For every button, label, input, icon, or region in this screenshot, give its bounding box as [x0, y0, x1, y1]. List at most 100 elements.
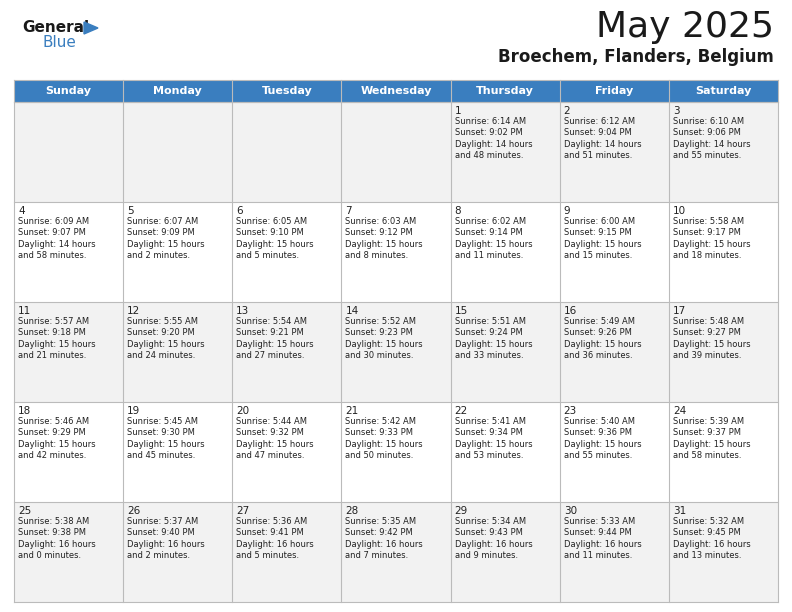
Text: Sunrise: 5:33 AM
Sunset: 9:44 PM
Daylight: 16 hours
and 11 minutes.: Sunrise: 5:33 AM Sunset: 9:44 PM Dayligh…	[564, 517, 642, 561]
Text: 10: 10	[673, 206, 686, 216]
Text: Sunday: Sunday	[46, 86, 92, 96]
Bar	[123, 402, 232, 502]
Text: Sunrise: 5:35 AM
Sunset: 9:42 PM
Daylight: 16 hours
and 7 minutes.: Sunrise: 5:35 AM Sunset: 9:42 PM Dayligh…	[345, 517, 423, 561]
Text: Sunrise: 5:38 AM
Sunset: 9:38 PM
Daylight: 16 hours
and 0 minutes.: Sunrise: 5:38 AM Sunset: 9:38 PM Dayligh…	[18, 517, 96, 561]
Text: Sunrise: 5:44 AM
Sunset: 9:32 PM
Daylight: 15 hours
and 47 minutes.: Sunrise: 5:44 AM Sunset: 9:32 PM Dayligh…	[236, 417, 314, 460]
Text: Sunrise: 5:36 AM
Sunset: 9:41 PM
Daylight: 16 hours
and 5 minutes.: Sunrise: 5:36 AM Sunset: 9:41 PM Dayligh…	[236, 517, 314, 561]
Bar	[341, 80, 451, 102]
Text: 20: 20	[236, 406, 249, 416]
Text: May 2025: May 2025	[596, 10, 774, 44]
Bar	[341, 102, 451, 202]
Bar	[669, 502, 778, 602]
Text: Sunrise: 6:09 AM
Sunset: 9:07 PM
Daylight: 14 hours
and 58 minutes.: Sunrise: 6:09 AM Sunset: 9:07 PM Dayligh…	[18, 217, 96, 260]
Bar	[14, 202, 123, 302]
Text: 23: 23	[564, 406, 577, 416]
Bar	[560, 202, 669, 302]
Text: Sunrise: 6:12 AM
Sunset: 9:04 PM
Daylight: 14 hours
and 51 minutes.: Sunrise: 6:12 AM Sunset: 9:04 PM Dayligh…	[564, 117, 642, 160]
Text: 2: 2	[564, 106, 570, 116]
Text: Broechem, Flanders, Belgium: Broechem, Flanders, Belgium	[498, 48, 774, 66]
Text: Sunrise: 6:10 AM
Sunset: 9:06 PM
Daylight: 14 hours
and 55 minutes.: Sunrise: 6:10 AM Sunset: 9:06 PM Dayligh…	[673, 117, 751, 160]
Text: 16: 16	[564, 306, 577, 316]
Text: Sunrise: 6:00 AM
Sunset: 9:15 PM
Daylight: 15 hours
and 15 minutes.: Sunrise: 6:00 AM Sunset: 9:15 PM Dayligh…	[564, 217, 642, 260]
Bar	[123, 302, 232, 402]
Text: Sunrise: 5:40 AM
Sunset: 9:36 PM
Daylight: 15 hours
and 55 minutes.: Sunrise: 5:40 AM Sunset: 9:36 PM Dayligh…	[564, 417, 642, 460]
Text: 7: 7	[345, 206, 352, 216]
Text: Sunrise: 5:39 AM
Sunset: 9:37 PM
Daylight: 15 hours
and 58 minutes.: Sunrise: 5:39 AM Sunset: 9:37 PM Dayligh…	[673, 417, 751, 460]
Text: Sunrise: 5:42 AM
Sunset: 9:33 PM
Daylight: 15 hours
and 50 minutes.: Sunrise: 5:42 AM Sunset: 9:33 PM Dayligh…	[345, 417, 423, 460]
Text: Sunrise: 5:51 AM
Sunset: 9:24 PM
Daylight: 15 hours
and 33 minutes.: Sunrise: 5:51 AM Sunset: 9:24 PM Dayligh…	[455, 317, 532, 360]
Text: Sunrise: 5:57 AM
Sunset: 9:18 PM
Daylight: 15 hours
and 21 minutes.: Sunrise: 5:57 AM Sunset: 9:18 PM Dayligh…	[18, 317, 96, 360]
Bar	[669, 402, 778, 502]
Bar	[341, 502, 451, 602]
Bar	[123, 102, 232, 202]
Text: Saturday: Saturday	[695, 86, 752, 96]
Text: 1: 1	[455, 106, 461, 116]
Bar	[14, 80, 123, 102]
Bar	[669, 302, 778, 402]
Text: Sunrise: 5:49 AM
Sunset: 9:26 PM
Daylight: 15 hours
and 36 minutes.: Sunrise: 5:49 AM Sunset: 9:26 PM Dayligh…	[564, 317, 642, 360]
Text: 12: 12	[128, 306, 140, 316]
Text: 31: 31	[673, 506, 686, 516]
Text: Sunrise: 5:41 AM
Sunset: 9:34 PM
Daylight: 15 hours
and 53 minutes.: Sunrise: 5:41 AM Sunset: 9:34 PM Dayligh…	[455, 417, 532, 460]
Bar	[560, 80, 669, 102]
Text: Sunrise: 5:58 AM
Sunset: 9:17 PM
Daylight: 15 hours
and 18 minutes.: Sunrise: 5:58 AM Sunset: 9:17 PM Dayligh…	[673, 217, 751, 260]
Bar	[451, 502, 560, 602]
Text: Tuesday: Tuesday	[261, 86, 312, 96]
Text: 19: 19	[128, 406, 140, 416]
Text: Sunrise: 6:14 AM
Sunset: 9:02 PM
Daylight: 14 hours
and 48 minutes.: Sunrise: 6:14 AM Sunset: 9:02 PM Dayligh…	[455, 117, 532, 160]
Bar	[669, 80, 778, 102]
Text: General: General	[22, 20, 89, 35]
Text: Sunrise: 6:05 AM
Sunset: 9:10 PM
Daylight: 15 hours
and 5 minutes.: Sunrise: 6:05 AM Sunset: 9:10 PM Dayligh…	[236, 217, 314, 260]
Text: Thursday: Thursday	[476, 86, 534, 96]
Text: 28: 28	[345, 506, 359, 516]
Bar	[14, 402, 123, 502]
Bar	[232, 102, 341, 202]
Bar	[14, 302, 123, 402]
Text: 6: 6	[236, 206, 243, 216]
Text: 18: 18	[18, 406, 31, 416]
Text: Sunrise: 5:52 AM
Sunset: 9:23 PM
Daylight: 15 hours
and 30 minutes.: Sunrise: 5:52 AM Sunset: 9:23 PM Dayligh…	[345, 317, 423, 360]
Text: 5: 5	[128, 206, 134, 216]
Bar	[123, 202, 232, 302]
Text: 26: 26	[128, 506, 140, 516]
Bar	[341, 202, 451, 302]
Text: 8: 8	[455, 206, 461, 216]
Text: 4: 4	[18, 206, 25, 216]
Bar	[451, 102, 560, 202]
Bar	[560, 302, 669, 402]
Polygon shape	[84, 22, 98, 34]
Text: 14: 14	[345, 306, 359, 316]
Bar	[451, 302, 560, 402]
Bar	[560, 502, 669, 602]
Text: Sunrise: 5:48 AM
Sunset: 9:27 PM
Daylight: 15 hours
and 39 minutes.: Sunrise: 5:48 AM Sunset: 9:27 PM Dayligh…	[673, 317, 751, 360]
Text: 21: 21	[345, 406, 359, 416]
Text: Sunrise: 5:34 AM
Sunset: 9:43 PM
Daylight: 16 hours
and 9 minutes.: Sunrise: 5:34 AM Sunset: 9:43 PM Dayligh…	[455, 517, 532, 561]
Text: 9: 9	[564, 206, 570, 216]
Text: Sunrise: 6:02 AM
Sunset: 9:14 PM
Daylight: 15 hours
and 11 minutes.: Sunrise: 6:02 AM Sunset: 9:14 PM Dayligh…	[455, 217, 532, 260]
Text: 15: 15	[455, 306, 468, 316]
Text: Blue: Blue	[42, 35, 76, 50]
Text: Monday: Monday	[154, 86, 202, 96]
Text: 3: 3	[673, 106, 680, 116]
Text: 17: 17	[673, 306, 686, 316]
Bar	[341, 402, 451, 502]
Bar	[341, 302, 451, 402]
Bar	[451, 402, 560, 502]
Text: Wednesday: Wednesday	[360, 86, 432, 96]
Bar	[14, 502, 123, 602]
Bar	[232, 80, 341, 102]
Bar	[451, 80, 560, 102]
Bar	[232, 202, 341, 302]
Text: Sunrise: 6:03 AM
Sunset: 9:12 PM
Daylight: 15 hours
and 8 minutes.: Sunrise: 6:03 AM Sunset: 9:12 PM Dayligh…	[345, 217, 423, 260]
Text: 30: 30	[564, 506, 577, 516]
Text: 27: 27	[236, 506, 249, 516]
Bar	[123, 502, 232, 602]
Text: 24: 24	[673, 406, 686, 416]
Bar	[232, 502, 341, 602]
Text: Sunrise: 5:45 AM
Sunset: 9:30 PM
Daylight: 15 hours
and 45 minutes.: Sunrise: 5:45 AM Sunset: 9:30 PM Dayligh…	[128, 417, 205, 460]
Bar	[669, 202, 778, 302]
Text: 29: 29	[455, 506, 468, 516]
Bar	[560, 402, 669, 502]
Text: Friday: Friday	[595, 86, 634, 96]
Text: Sunrise: 5:32 AM
Sunset: 9:45 PM
Daylight: 16 hours
and 13 minutes.: Sunrise: 5:32 AM Sunset: 9:45 PM Dayligh…	[673, 517, 751, 561]
